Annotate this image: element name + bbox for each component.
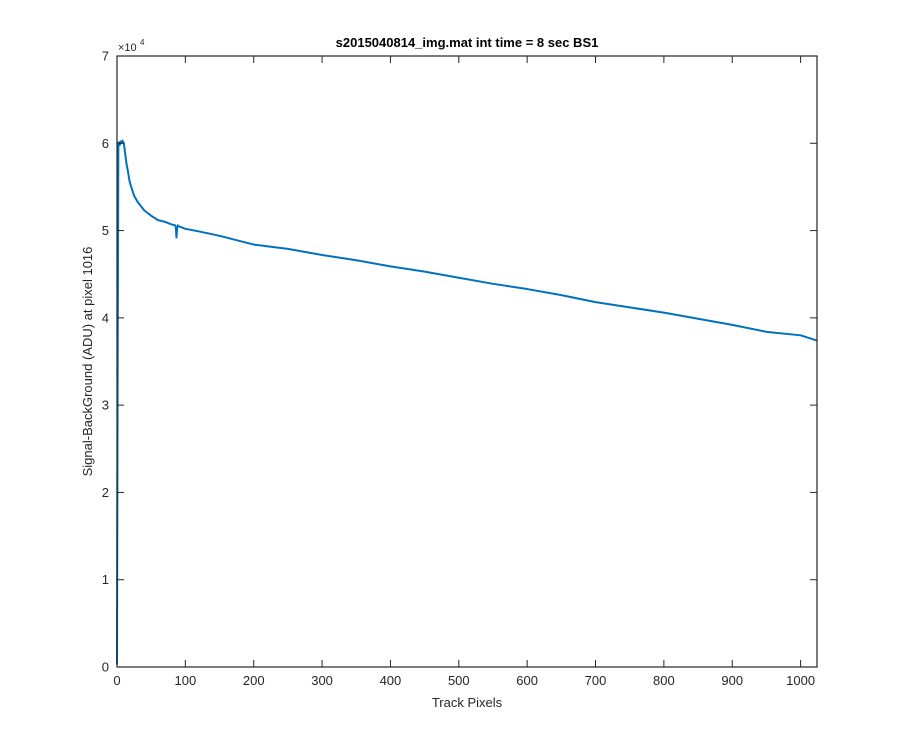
y-tick-label: 6 — [102, 136, 109, 151]
x-tick-label: 100 — [175, 673, 197, 688]
x-tick-label: 400 — [380, 673, 402, 688]
x-tick-label: 600 — [516, 673, 538, 688]
y-multiplier-label: ×10 — [118, 42, 137, 54]
y-tick-label: 7 — [102, 49, 109, 64]
y-multiplier-exponent: 4 — [140, 38, 145, 47]
y-tick-label: 3 — [102, 398, 109, 413]
x-tick-label: 300 — [311, 673, 333, 688]
y-tick-label: 5 — [102, 223, 109, 238]
plot-frame — [116, 55, 818, 668]
x-tick-label: 1000 — [786, 673, 815, 688]
x-tick-label: 500 — [448, 673, 470, 688]
y-tick-label: 4 — [102, 310, 109, 325]
x-tick-label: 900 — [721, 673, 743, 688]
y-tick-label: 1 — [102, 572, 109, 587]
ticks-layer: 0 100 200 300 400 500 600 700 800 900 1000 0 1 2 3 4 5 6 7 — [102, 49, 817, 688]
y-tick-label: 0 — [102, 660, 109, 675]
y-tick-label: 2 — [102, 485, 109, 500]
chart-title: s2015040814_img.mat int time = 8 sec BS1 — [336, 35, 599, 50]
plot-area — [117, 56, 817, 667]
y-axis-label: Signal-BackGround (ADU) at pixel 1016 — [80, 247, 95, 477]
x-tick-label: 0 — [113, 673, 120, 688]
x-tick-label: 700 — [585, 673, 607, 688]
x-tick-label: 200 — [243, 673, 265, 688]
x-axis-label: Track Pixels — [432, 695, 503, 710]
x-tick-label: 800 — [653, 673, 675, 688]
